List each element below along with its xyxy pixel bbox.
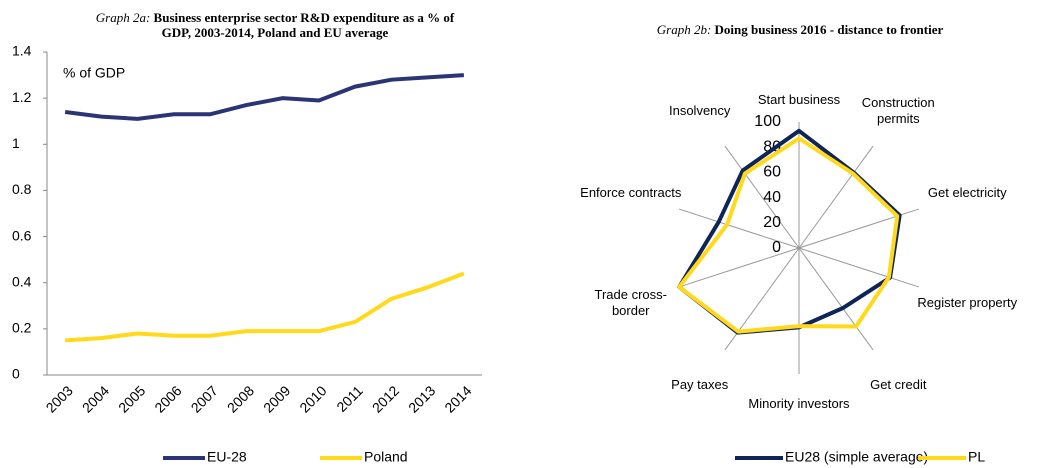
title-text: Doing business 2016 - distance to fronti… [714, 22, 944, 37]
y-tick-label: 1 [12, 135, 20, 151]
spoke [679, 247, 800, 288]
category-label: Construction permits [861, 95, 935, 127]
series-line [64, 271, 465, 343]
spoke [798, 247, 919, 288]
x-tick-label: 2012 [369, 382, 402, 415]
x-tick-label: 2004 [79, 382, 112, 415]
chart-title: Graph 2a: Business enterprise sector R&D… [85, 10, 465, 40]
title-text: Business enterprise sector R&D expenditu… [153, 10, 455, 40]
spoke [798, 145, 874, 249]
category-label: Minority investors [748, 396, 850, 411]
y-axis-label: % of GDP [63, 65, 125, 81]
y-tick-label: 1.4 [12, 43, 32, 59]
x-tick-label: 2008 [224, 382, 257, 415]
x-tick-label: 2003 [43, 382, 76, 415]
category-label: Enforce contracts [580, 185, 682, 201]
y-tick-label: 0.6 [12, 227, 32, 243]
legend-label: EU28 (simple average) [785, 449, 928, 465]
title-label: Graph 2b: [656, 22, 712, 37]
x-tick-label: 2010 [296, 382, 329, 415]
x-tick-label: 2014 [441, 382, 474, 415]
x-tick-label: 2005 [115, 382, 148, 415]
category-label: Register property [917, 294, 1018, 310]
category-label: Get credit [870, 376, 927, 392]
legend-label: Poland [364, 449, 408, 465]
category-label: Trade cross-border [594, 286, 667, 318]
x-tick-label: 2011 [333, 382, 366, 415]
spoke [724, 247, 800, 351]
r-tick-label: 40 [763, 189, 781, 206]
r-tick-label: 100 [754, 113, 781, 130]
series-line [677, 128, 902, 335]
series-line [677, 136, 900, 334]
x-tick-label: 2007 [188, 382, 221, 415]
x-tick-label: 2009 [260, 382, 293, 415]
r-tick-label: 60 [763, 164, 781, 181]
title-label: Graph 2a: [95, 10, 151, 25]
legend-label: EU-28 [207, 449, 247, 465]
x-tick-label: 2013 [405, 382, 438, 415]
y-tick-label: 0 [12, 366, 20, 382]
category-label: Start business [757, 92, 841, 107]
category-label: Get electricity [927, 185, 1007, 201]
category-label: Pay taxes [671, 376, 729, 392]
category-label: Insolvency [668, 103, 731, 119]
y-tick-label: 0.4 [12, 273, 32, 289]
r-tick-label: 20 [763, 214, 781, 231]
y-tick-label: 0.2 [12, 320, 32, 336]
spoke [798, 247, 874, 351]
y-tick-label: 1.2 [12, 89, 32, 105]
legend-label: PL [968, 449, 985, 465]
series-line [64, 73, 465, 121]
spoke [724, 145, 800, 249]
y-tick-label: 0.8 [12, 181, 32, 197]
spoke [679, 208, 800, 249]
x-tick-label: 2006 [151, 382, 184, 415]
r-tick-label: 0 [772, 239, 781, 256]
chart-title: Graph 2b: Doing business 2016 - distance… [600, 22, 1000, 37]
